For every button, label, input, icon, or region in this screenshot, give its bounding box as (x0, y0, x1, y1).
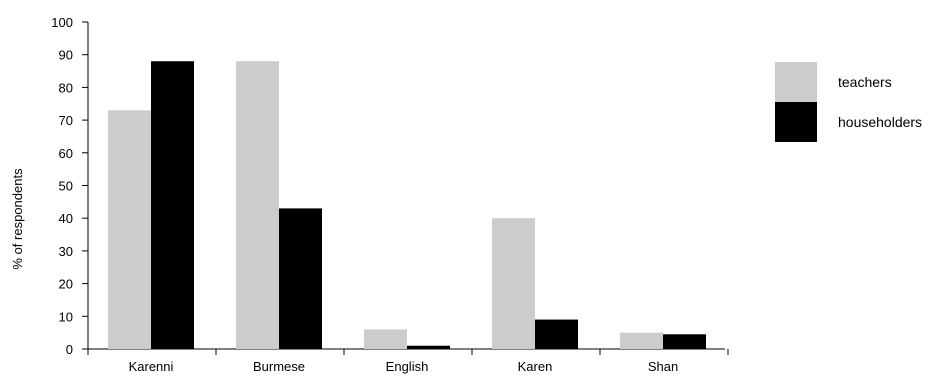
bar-householders-karenni (151, 61, 194, 350)
y-tick-label: 70 (59, 113, 73, 128)
bar-householders-karen (535, 319, 578, 349)
x-tick-label: Karenni (129, 359, 174, 374)
bar-householders-shan (663, 334, 706, 349)
y-axis: 0 10 20 30 40 50 60 70 80 90 100 (51, 15, 89, 357)
bar-householders-english (407, 345, 450, 349)
x-tick-label: English (386, 359, 429, 374)
y-tick-label: 80 (59, 80, 73, 95)
x-axis: Karenni Burmese English Karen Shan (87, 348, 729, 374)
bar-teachers-burmese (236, 61, 279, 350)
bar-teachers-english (364, 329, 407, 349)
y-tick-label: 40 (59, 211, 73, 226)
y-tick-label: 60 (59, 146, 73, 161)
x-tick-label: Karen (518, 359, 553, 374)
legend-swatch-teachers (775, 62, 817, 102)
legend-label-teachers: teachers (838, 74, 892, 90)
bar-teachers-karenni (108, 110, 151, 349)
y-tick-label: 50 (59, 179, 73, 194)
bars (108, 61, 706, 350)
y-tick-label: 30 (59, 244, 73, 259)
bar-householders-burmese (279, 208, 322, 349)
y-tick-label: 10 (59, 309, 73, 324)
legend-label-householders: householders (838, 114, 922, 130)
x-tick-label: Burmese (253, 359, 305, 374)
bar-teachers-shan (620, 332, 663, 349)
legend-swatch-householders (775, 102, 817, 142)
y-tick-label: 20 (59, 277, 73, 292)
bar-teachers-karen (492, 218, 535, 349)
y-axis-title: % of respondents (10, 168, 25, 270)
y-tick-label: 100 (51, 15, 73, 30)
y-tick-label: 0 (66, 342, 73, 357)
legend: teachers householders (775, 62, 922, 142)
x-tick-label: Shan (648, 359, 678, 374)
y-tick-label: 90 (59, 48, 73, 63)
